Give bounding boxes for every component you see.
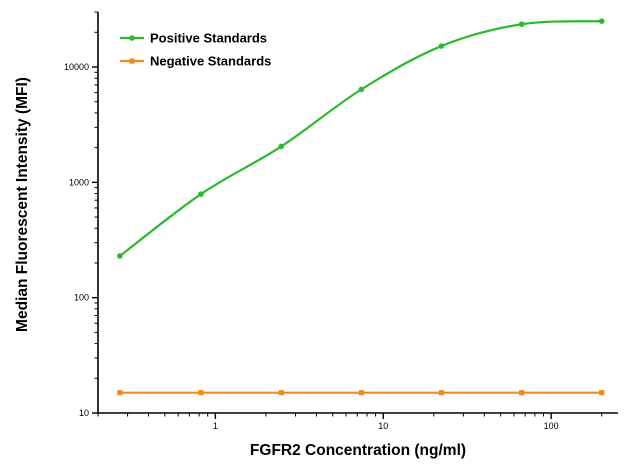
y-axis-ticks: 10 100 1000 10000 [64,11,98,418]
legend-label: Positive Standards [150,31,267,46]
data-point [518,21,525,28]
data-point [278,143,285,150]
legend: Positive Standards Negative Standards [120,31,271,69]
data-point [198,390,204,396]
data-point [598,18,605,24]
data-point [358,86,365,93]
x-axis-title: FGFR2 Concentration (ng/ml) [250,442,466,459]
legend-marker [129,58,135,64]
y-axis-title: Median Fluorescent Intensity (MFI) [14,77,31,332]
data-point [198,191,204,197]
data-point [438,43,445,49]
data-point [117,253,123,259]
y-tick-label: 10 [79,408,89,418]
data-point [358,390,365,396]
x-tick-label: 1 [213,421,218,431]
series-0 [117,18,605,259]
data-point [438,390,445,396]
y-tick-label: 1000 [69,177,89,187]
data-point [117,390,123,396]
legend-entry: Negative Standards [120,54,271,69]
data-point [278,390,284,396]
legend-label: Negative Standards [150,54,271,69]
y-tick-label: 10000 [64,62,89,72]
series-1 [117,390,605,396]
x-tick-label: 100 [544,421,559,431]
data-point [599,390,605,396]
data-point [519,390,525,396]
x-axis-ticks: 1 10 100 [97,413,603,431]
x-tick-label: 10 [378,421,388,431]
legend-marker [129,35,135,41]
plot-area [117,18,605,396]
axes [97,12,618,414]
y-tick-label: 100 [74,293,89,303]
legend-entry: Positive Standards [120,31,267,46]
